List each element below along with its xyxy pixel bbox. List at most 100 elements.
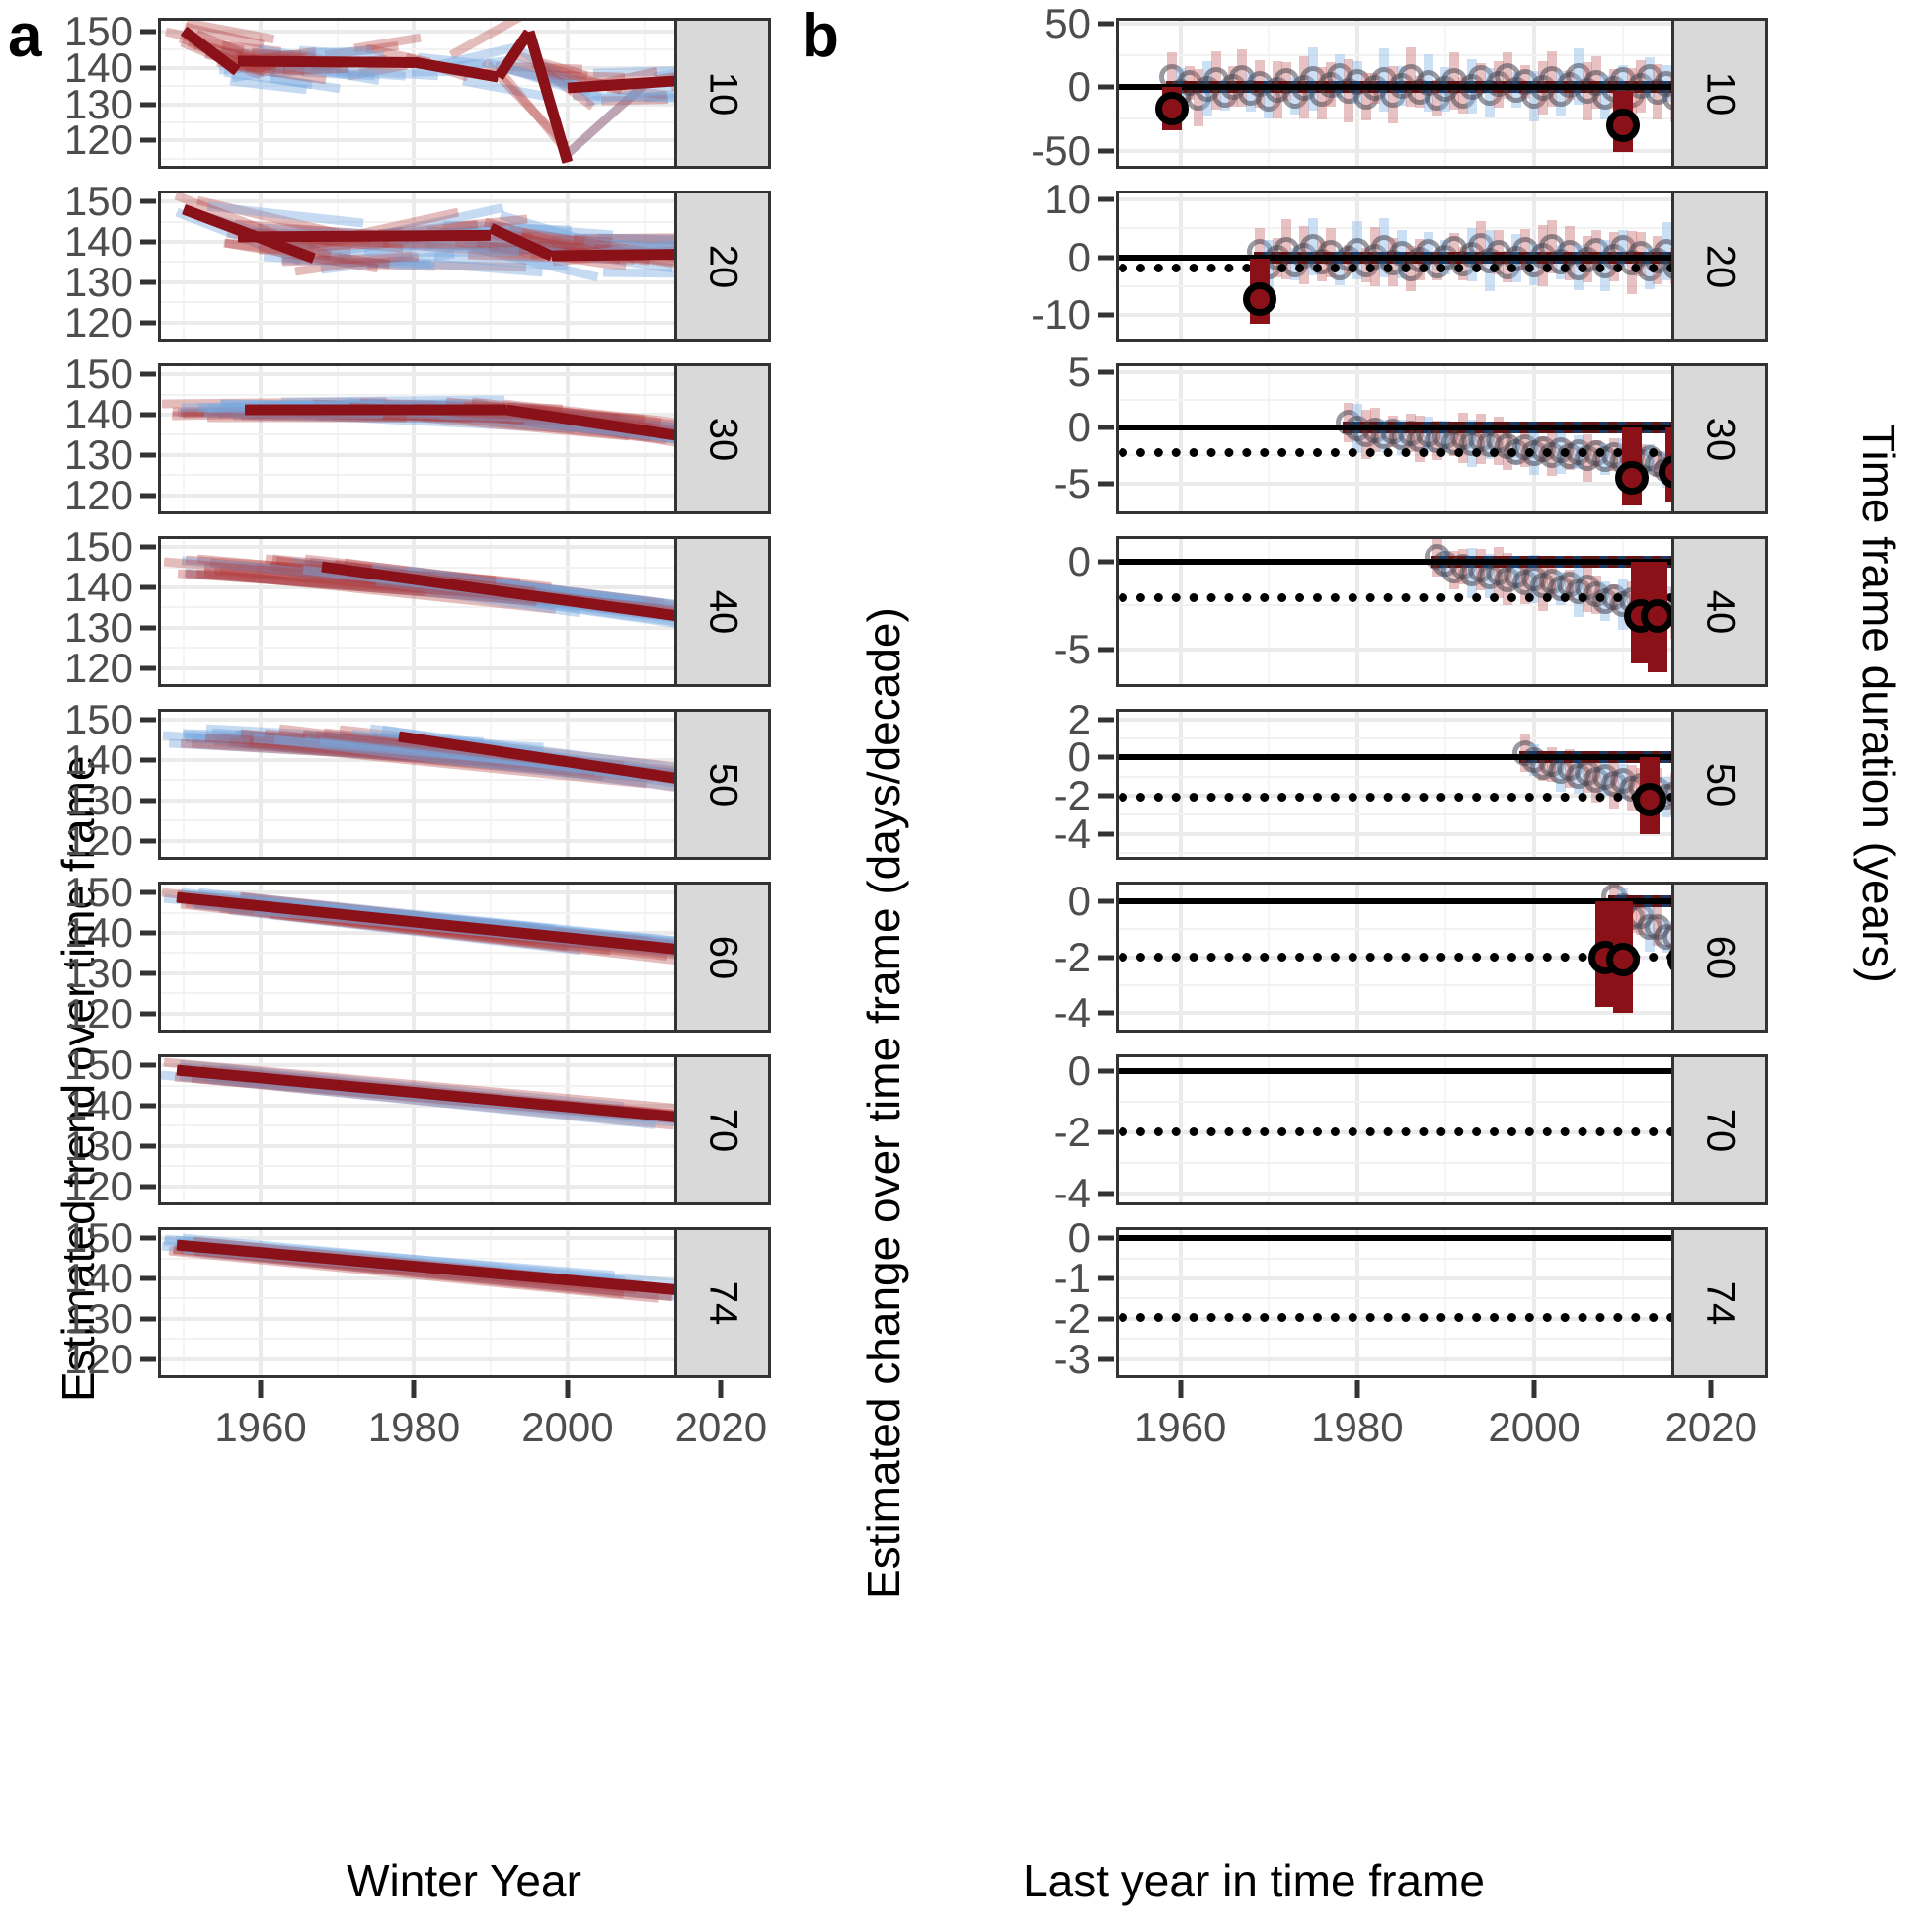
grid-line-minor-horizontal xyxy=(1119,775,1764,778)
y-tick-label: 140 xyxy=(63,43,133,91)
y-tick-mark xyxy=(140,1275,156,1281)
grid-line-minor-vertical xyxy=(183,539,186,684)
facet-strip: 70 xyxy=(674,1054,771,1205)
grid-line-minor-vertical xyxy=(643,885,646,1030)
y-tick-label: 5 xyxy=(1067,348,1091,395)
y-tick-label: -2 xyxy=(1053,933,1091,980)
y-tick-mark xyxy=(1098,793,1114,799)
grid-line-minor-vertical xyxy=(1268,539,1271,684)
facet-strip: 40 xyxy=(1671,536,1768,687)
facet-plot-area xyxy=(158,191,770,342)
facet-strip-label: 50 xyxy=(701,762,745,807)
facet-plot-area xyxy=(158,18,770,169)
y-tick-mark xyxy=(140,889,156,895)
significant-point-marker xyxy=(1243,282,1277,317)
grid-line-minor-horizontal xyxy=(1119,983,1764,986)
y-tick-mark xyxy=(140,1143,156,1149)
grid-line-minor-horizontal xyxy=(1119,398,1764,401)
y-tick-mark xyxy=(140,137,156,143)
y-tick-label: 120 xyxy=(63,1335,133,1382)
grid-line-minor-horizontal xyxy=(1119,285,1764,288)
significant-point-marker xyxy=(1641,598,1675,633)
y-tick-mark xyxy=(1098,1316,1114,1322)
grid-line-major-vertical xyxy=(259,712,264,857)
grid-line-major-horizontal xyxy=(161,1063,767,1068)
grid-line-major-horizontal xyxy=(161,545,767,550)
y-tick-label: 140 xyxy=(63,1255,133,1301)
y-tick-mark xyxy=(140,717,156,723)
y-tick-mark xyxy=(1098,1275,1114,1281)
y-tick-label: -3 xyxy=(1053,1335,1091,1382)
facet-strip-label: 74 xyxy=(701,1280,745,1325)
y-tick-mark xyxy=(1098,255,1114,261)
y-tick-label: 150 xyxy=(63,350,133,398)
facet-strip-label: 30 xyxy=(1698,417,1742,461)
significant-point-marker xyxy=(1605,108,1640,142)
grid-line-minor-vertical xyxy=(183,366,186,511)
y-tick-label: -4 xyxy=(1053,989,1091,1037)
grid-line-minor-vertical xyxy=(1444,1230,1447,1375)
grid-line-minor-horizontal xyxy=(161,301,767,304)
trend-segment-bold xyxy=(237,229,492,243)
grid-line-major-vertical xyxy=(565,885,570,1030)
grid-line-major-horizontal xyxy=(161,1316,767,1321)
grid-line-minor-vertical xyxy=(643,21,646,166)
grid-line-major-vertical xyxy=(1354,712,1359,857)
y-tick-mark xyxy=(140,665,156,671)
y-tick-mark xyxy=(1098,425,1114,430)
facet-strip-label: 74 xyxy=(1698,1280,1742,1325)
grid-line-minor-vertical xyxy=(183,885,186,1030)
y-tick-mark xyxy=(140,1011,156,1017)
grid-line-major-horizontal xyxy=(161,372,767,377)
grid-line-minor-horizontal xyxy=(1119,227,1764,230)
grid-line-minor-horizontal xyxy=(161,120,767,123)
y-tick-mark xyxy=(140,970,156,976)
grid-line-minor-horizontal xyxy=(1119,1100,1764,1103)
grid-line-minor-horizontal xyxy=(161,261,767,264)
grid-line-minor-vertical xyxy=(336,885,339,1030)
y-tick-mark xyxy=(1098,1356,1114,1362)
grid-line-major-horizontal xyxy=(1119,313,1764,318)
y-tick-label: -1 xyxy=(1053,1255,1091,1301)
panel-b-x-axis-title: Last year in time frame xyxy=(1023,1855,1485,1906)
grid-line-major-vertical xyxy=(412,1230,417,1375)
y-tick-mark xyxy=(140,1103,156,1109)
y-tick-label: 0 xyxy=(1067,734,1091,781)
grid-line-minor-horizontal xyxy=(161,1297,767,1300)
dotted-reference-line xyxy=(1119,953,1764,963)
grid-line-major-vertical xyxy=(565,193,570,339)
facet-strip: 60 xyxy=(1671,882,1768,1033)
facet-plot-area xyxy=(158,363,770,514)
grid-line-major-vertical xyxy=(412,1057,417,1202)
significant-point-marker xyxy=(1632,782,1666,816)
zero-reference-line xyxy=(1119,754,1764,761)
grid-line-major-horizontal xyxy=(161,452,767,457)
y-tick-mark xyxy=(1098,1129,1114,1135)
grid-line-major-vertical xyxy=(565,366,570,511)
dotted-reference-line xyxy=(1119,592,1764,602)
grid-line-minor-horizontal xyxy=(1119,604,1764,607)
grid-line-minor-horizontal xyxy=(1119,1338,1764,1341)
panel-b-right-axis-title: Time frame duration (years) xyxy=(1853,425,1904,983)
y-tick-mark xyxy=(140,1356,156,1362)
x-tick-label: 2020 xyxy=(674,1404,768,1450)
y-tick-mark xyxy=(1098,369,1114,375)
y-tick-mark xyxy=(140,371,156,377)
grid-line-major-vertical xyxy=(565,21,570,166)
facet-strip-label: 50 xyxy=(1698,762,1742,807)
grid-line-major-vertical xyxy=(565,712,570,857)
y-tick-label: 0 xyxy=(1067,538,1091,585)
y-tick-label: -50 xyxy=(1031,126,1091,174)
y-tick-label: 0 xyxy=(1067,63,1091,111)
dotted-reference-line xyxy=(1119,793,1764,803)
grid-line-minor-horizontal xyxy=(161,220,767,223)
y-tick-mark xyxy=(1098,1191,1114,1197)
facet-strip: 74 xyxy=(1671,1227,1768,1378)
y-tick-mark xyxy=(140,412,156,418)
grid-line-minor-horizontal xyxy=(161,85,767,88)
grid-line-minor-vertical xyxy=(336,21,339,166)
grid-line-minor-horizontal xyxy=(1119,1161,1764,1164)
grid-line-minor-vertical xyxy=(336,712,339,857)
grid-line-major-vertical xyxy=(259,21,264,166)
grid-line-minor-vertical xyxy=(490,885,493,1030)
